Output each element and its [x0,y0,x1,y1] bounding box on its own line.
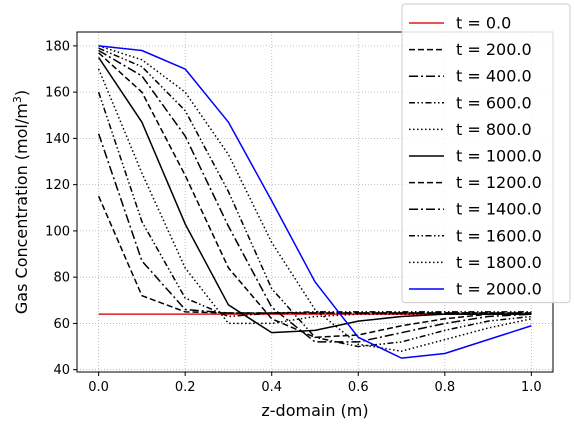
legend-label-5: t = 1000.0 [456,147,542,166]
series-line-9 [98,45,532,352]
y-axis-label-superscript: 3 [11,96,24,103]
legend-label-6: t = 1200.0 [456,173,542,192]
y-tick-label: 80 [53,271,70,286]
legend-label-4: t = 800.0 [456,120,532,139]
x-tick-label: 0.2 [175,380,196,395]
legend-label-2: t = 400.0 [456,67,532,86]
legend-label-9: t = 1800.0 [456,253,542,272]
y-axis-label: Gas Concentration (mol/m3) [11,90,31,314]
series-line-10 [98,45,532,359]
y-tick-label: 140 [45,132,70,147]
legend-label-8: t = 1600.0 [456,226,542,245]
legend-label-3: t = 600.0 [456,93,532,112]
y-axis-label-main: Gas Concentration (mol/m [12,103,31,314]
legend-label-7: t = 1400.0 [456,200,542,219]
y-axis-label-close: ) [12,90,31,96]
x-axis-label: z-domain (m) [261,401,368,420]
axis-ticks: 0.0 0.2 0.4 0.6 0.8 1.0 40 60 80 100 120 140 160 180 [45,39,542,395]
x-tick-label: 0.8 [434,380,455,395]
series-line-6 [98,52,532,339]
legend-label-1: t = 200.0 [456,40,532,59]
y-tick-label: 160 [45,86,70,101]
y-tick-label: 60 [53,317,70,332]
x-tick-label: 0.4 [261,380,282,395]
y-tick-label: 40 [53,363,70,378]
legend-label-10: t = 2000.0 [456,280,542,299]
legend-box [401,3,571,304]
series-lines [97,45,532,359]
series-line-5 [98,57,532,334]
series-line-3 [97,91,532,318]
series-line-7 [98,49,532,343]
x-tick-label: 0.0 [88,380,109,395]
y-tick-label: 180 [45,39,70,54]
x-tick-label: 1.0 [521,380,542,395]
y-tick-label: 100 [45,224,70,239]
series-line-8 [98,47,532,348]
legend-label-0: t = 0.0 [456,14,511,33]
series-line-2 [97,133,532,314]
x-tick-label: 0.6 [348,380,369,395]
legend: t = 0.0 t = 200.0 t = 400.0 t = 600.0 t = 80… [401,3,571,304]
y-tick-label: 120 [45,178,70,193]
